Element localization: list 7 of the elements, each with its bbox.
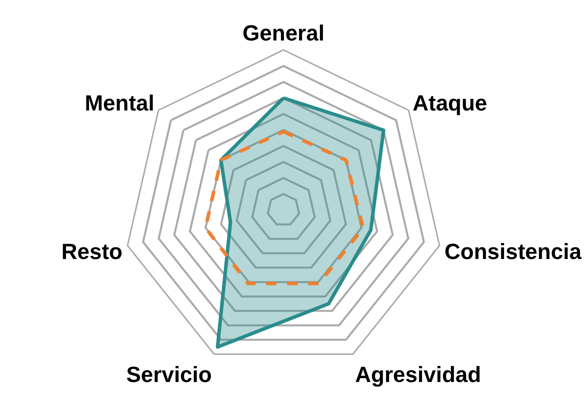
- spoke-label: Ataque: [412, 90, 488, 116]
- spoke-label: General: [242, 20, 324, 46]
- spoke-label: Mental: [84, 90, 154, 116]
- spoke-label: Resto: [61, 239, 122, 264]
- spoke-label: Agresividad: [355, 362, 482, 387]
- spoke-label: Servicio: [126, 362, 212, 387]
- spoke-label: Consistencia: [444, 239, 582, 264]
